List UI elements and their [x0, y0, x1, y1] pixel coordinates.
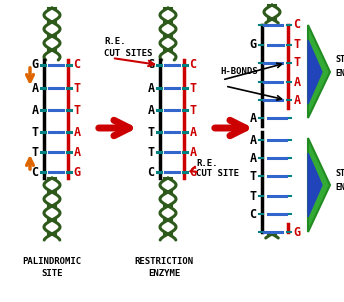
Text: ENDS: ENDS	[335, 69, 344, 78]
Text: H-BONDS: H-BONDS	[220, 68, 258, 76]
Text: C: C	[190, 59, 196, 72]
Text: T: T	[249, 169, 257, 182]
Text: G: G	[31, 59, 39, 72]
Text: A: A	[249, 111, 257, 124]
Text: R.E.: R.E.	[104, 37, 126, 47]
Text: T: T	[148, 146, 154, 159]
Text: SITE: SITE	[41, 269, 63, 278]
Polygon shape	[308, 138, 330, 232]
Text: C: C	[31, 165, 39, 178]
Text: T: T	[249, 189, 257, 203]
Text: A: A	[73, 146, 80, 159]
Polygon shape	[308, 25, 330, 118]
Polygon shape	[308, 153, 322, 217]
Text: T: T	[73, 82, 80, 95]
Text: C: C	[293, 18, 301, 31]
Text: T: T	[31, 146, 39, 159]
Text: A: A	[31, 104, 39, 117]
Text: G: G	[249, 38, 257, 52]
Text: T: T	[190, 104, 196, 117]
Text: T: T	[148, 126, 154, 139]
Text: STICKY: STICKY	[335, 169, 344, 178]
Text: T: T	[73, 104, 80, 117]
Text: A: A	[148, 104, 154, 117]
Text: A: A	[190, 146, 196, 159]
Text: A: A	[148, 82, 154, 95]
Text: ENDS: ENDS	[335, 182, 344, 191]
Text: G: G	[190, 165, 196, 178]
Text: A: A	[73, 126, 80, 139]
Text: CUT SITES: CUT SITES	[104, 50, 152, 59]
Text: T: T	[190, 82, 196, 95]
Text: A: A	[293, 94, 301, 107]
Text: T: T	[293, 56, 301, 69]
Text: A: A	[190, 126, 196, 139]
Text: C: C	[148, 165, 154, 178]
Text: T: T	[293, 38, 301, 52]
Text: T: T	[31, 126, 39, 139]
Polygon shape	[308, 40, 322, 104]
Text: CUT SITE: CUT SITE	[196, 169, 239, 178]
Text: G: G	[73, 165, 80, 178]
Text: A: A	[293, 76, 301, 88]
Text: A: A	[31, 82, 39, 95]
Text: G: G	[293, 226, 301, 239]
Text: RESTRICTION: RESTRICTION	[135, 258, 194, 266]
Text: G: G	[148, 59, 154, 72]
Text: ENZYME: ENZYME	[148, 269, 180, 278]
Text: R.E.: R.E.	[196, 159, 217, 168]
Text: C: C	[249, 207, 257, 220]
Text: C: C	[73, 59, 80, 72]
Text: A: A	[249, 152, 257, 165]
Text: STICKY: STICKY	[335, 56, 344, 65]
Text: PALINDROMIC: PALINDROMIC	[22, 258, 82, 266]
Text: A: A	[249, 133, 257, 146]
